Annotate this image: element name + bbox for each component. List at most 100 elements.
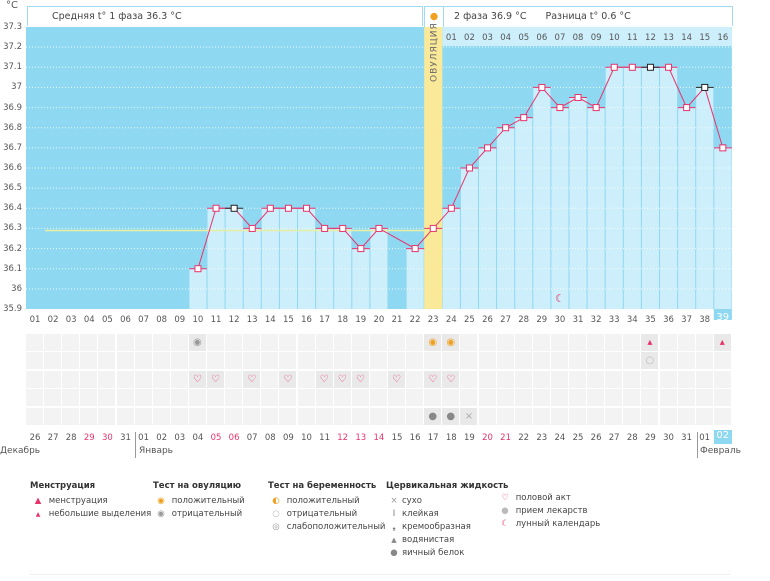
day-cell[interactable]: [406, 334, 424, 351]
day-cell[interactable]: [677, 371, 695, 388]
day-cell[interactable]: ◉: [424, 334, 442, 351]
day-cell[interactable]: [134, 352, 152, 369]
day-cell[interactable]: [460, 389, 478, 406]
day-cell[interactable]: [62, 334, 80, 351]
day-cell[interactable]: [695, 352, 713, 369]
cycle-day-number[interactable]: 37: [681, 315, 692, 325]
day-cell[interactable]: [496, 408, 514, 425]
day-cell[interactable]: [569, 371, 586, 388]
cycle-day-number[interactable]: 30: [554, 315, 566, 325]
cycle-day-number[interactable]: 06: [120, 315, 131, 325]
day-cell[interactable]: [152, 371, 170, 388]
cycle-day-number[interactable]: 08: [156, 315, 168, 325]
cycle-day-number[interactable]: 28: [518, 315, 530, 325]
day-cell[interactable]: ◉: [442, 334, 460, 351]
cycle-day-number[interactable]: 27: [500, 315, 511, 325]
day-cell[interactable]: [605, 352, 623, 369]
day-cell[interactable]: ♡: [442, 371, 460, 388]
day-cell[interactable]: [623, 389, 641, 406]
day-cell[interactable]: [532, 408, 550, 425]
cycle-day-number[interactable]: 22: [409, 315, 421, 325]
cycle-day-number[interactable]: 16: [301, 315, 312, 325]
day-cell[interactable]: [351, 389, 369, 406]
day-cell[interactable]: [170, 352, 188, 369]
day-cell[interactable]: [297, 371, 315, 388]
day-cell[interactable]: [532, 352, 550, 369]
day-cell[interactable]: [713, 352, 731, 369]
day-cell[interactable]: ♡: [388, 371, 405, 388]
day-cell[interactable]: [98, 389, 116, 406]
day-cell[interactable]: [659, 371, 677, 388]
day-cell[interactable]: [170, 408, 188, 425]
day-cell[interactable]: [152, 408, 170, 425]
cycle-day-number[interactable]: 39: [716, 312, 730, 323]
day-cell[interactable]: [225, 334, 243, 351]
day-cell[interactable]: [478, 371, 496, 388]
day-cell[interactable]: [514, 334, 532, 351]
day-cell[interactable]: [225, 352, 243, 369]
day-cell[interactable]: [623, 352, 641, 369]
cycle-day-number[interactable]: 09: [174, 315, 186, 325]
day-cell[interactable]: [26, 408, 43, 425]
day-cell[interactable]: [26, 371, 43, 388]
day-cell[interactable]: [261, 408, 279, 425]
day-cell[interactable]: [152, 334, 170, 351]
day-cell[interactable]: [188, 408, 206, 425]
day-cell[interactable]: [26, 352, 43, 369]
cycle-day-number[interactable]: 11: [210, 315, 222, 325]
day-cell[interactable]: [713, 389, 731, 406]
day-cell[interactable]: [134, 334, 152, 351]
day-cell[interactable]: [279, 408, 297, 425]
day-cell[interactable]: [587, 371, 605, 388]
day-cell[interactable]: [207, 334, 224, 351]
day-cell[interactable]: ♡: [351, 371, 369, 388]
cycle-day-number[interactable]: 25: [463, 315, 475, 325]
day-cell[interactable]: [170, 389, 188, 406]
day-cell[interactable]: [279, 389, 297, 406]
day-cell[interactable]: [116, 352, 134, 369]
day-cell[interactable]: ♡: [207, 371, 224, 388]
day-cell[interactable]: [98, 408, 116, 425]
day-cell[interactable]: ×: [460, 408, 478, 425]
day-cell[interactable]: ▴: [713, 334, 731, 351]
day-cell[interactable]: [225, 389, 243, 406]
day-cell[interactable]: [677, 408, 695, 425]
day-cell[interactable]: [478, 334, 496, 351]
day-cell[interactable]: [261, 352, 279, 369]
cycle-day-number[interactable]: 21: [391, 315, 403, 325]
day-cell[interactable]: ♡: [333, 371, 351, 388]
day-cell[interactable]: [225, 408, 243, 425]
day-cell[interactable]: [569, 389, 586, 406]
cycle-day-number[interactable]: 36: [663, 315, 674, 325]
day-cell[interactable]: [207, 408, 224, 425]
day-cell[interactable]: [261, 389, 279, 406]
cycle-day-number[interactable]: 31: [572, 315, 584, 325]
day-cell[interactable]: [116, 334, 134, 351]
day-cell[interactable]: [134, 389, 152, 406]
day-cell[interactable]: [243, 352, 261, 369]
day-cell[interactable]: [62, 352, 80, 369]
day-cell[interactable]: [62, 389, 80, 406]
day-cell[interactable]: [116, 389, 134, 406]
day-cell[interactable]: [605, 408, 623, 425]
day-cell[interactable]: [333, 334, 351, 351]
day-cell[interactable]: [26, 389, 43, 406]
day-cell[interactable]: [587, 389, 605, 406]
day-cell[interactable]: [659, 408, 677, 425]
day-cell[interactable]: [207, 352, 224, 369]
day-cell[interactable]: [496, 371, 514, 388]
day-cell[interactable]: [80, 408, 98, 425]
day-cell[interactable]: [315, 334, 333, 351]
day-cell[interactable]: [44, 371, 62, 388]
day-cell[interactable]: [496, 389, 514, 406]
day-cell[interactable]: [170, 371, 188, 388]
day-cell[interactable]: [297, 334, 315, 351]
day-cell[interactable]: [442, 389, 460, 406]
day-cell[interactable]: [550, 371, 568, 388]
day-cell[interactable]: ♡: [279, 371, 297, 388]
day-cell[interactable]: [569, 408, 586, 425]
day-cell[interactable]: [26, 334, 43, 351]
day-cell[interactable]: [659, 352, 677, 369]
day-cell[interactable]: [315, 408, 333, 425]
day-cell[interactable]: [279, 334, 297, 351]
